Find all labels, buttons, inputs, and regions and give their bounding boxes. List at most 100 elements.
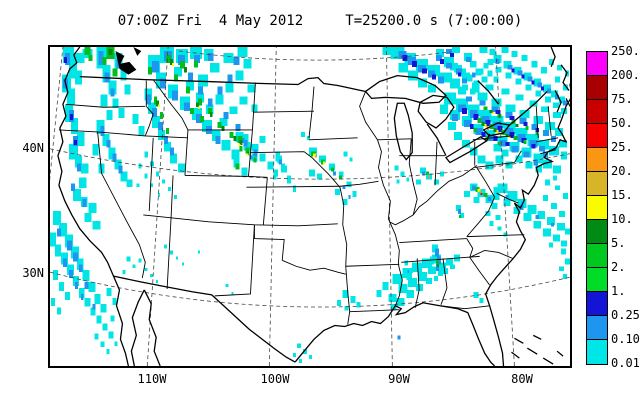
- precip-cell: [110, 315, 115, 322]
- precip-cell: [519, 118, 527, 125]
- precip-cell: [495, 110, 501, 115]
- colorbar-value-label: 75.: [611, 92, 633, 106]
- precip-cell: [483, 193, 488, 198]
- precip-cell: [507, 64, 513, 70]
- precip-cell: [461, 139, 470, 148]
- precip-cell: [68, 58, 77, 79]
- precip-cell: [241, 137, 245, 143]
- state-border-path: [250, 151, 341, 188]
- precip-cell: [529, 100, 538, 107]
- precip-cell: [211, 129, 221, 141]
- state-border-path: [440, 258, 448, 305]
- precip-cell: [207, 52, 214, 61]
- meridian-80w: [495, 47, 515, 366]
- precip-cell: [146, 94, 152, 105]
- precip-cell: [487, 58, 494, 65]
- precip-cell: [422, 68, 428, 74]
- precip-cell: [118, 165, 123, 174]
- precip-cell: [523, 212, 532, 221]
- precip-cell: [493, 187, 500, 194]
- coastline-path: [484, 83, 570, 366]
- precip-cell: [443, 92, 456, 105]
- precip-cell: [418, 272, 428, 282]
- precip-cell: [449, 62, 458, 71]
- precip-cell: [477, 68, 484, 75]
- coastline-path: [393, 102, 413, 161]
- precip-cell: [106, 349, 110, 355]
- coastline-path: [511, 334, 564, 365]
- state-border-path: [58, 129, 188, 139]
- precip-cell: [485, 210, 491, 216]
- precip-cell: [535, 165, 543, 173]
- precip-cell: [469, 147, 478, 156]
- precip-cell: [445, 72, 452, 80]
- precip-cell: [445, 258, 453, 266]
- state-border-path: [65, 103, 146, 108]
- precip-cell: [160, 112, 164, 120]
- precip-cell: [539, 139, 550, 150]
- state-border-path: [262, 177, 268, 225]
- precip-cell: [309, 355, 312, 360]
- meridian-100w: [268, 47, 277, 366]
- meridian-120w: [50, 47, 64, 181]
- precip-cell: [553, 234, 561, 242]
- precip-cell: [126, 256, 131, 262]
- state-border-path: [214, 224, 255, 297]
- precip-cell: [334, 189, 340, 196]
- precip-cell: [390, 303, 397, 310]
- precip-cell: [164, 135, 169, 144]
- precip-cell: [76, 131, 85, 146]
- precip-cell: [438, 262, 446, 271]
- precip-cell: [485, 120, 491, 127]
- precip-cell: [108, 80, 117, 95]
- precip-cell: [453, 131, 462, 140]
- precip-cell: [491, 106, 499, 113]
- state-border-path: [466, 238, 474, 258]
- precip-cell: [473, 127, 477, 132]
- colorbar-value-label: 0.01: [611, 356, 640, 370]
- colorbar-value-label: 200.: [611, 68, 640, 82]
- precip-cell: [90, 307, 96, 316]
- precip-cell: [80, 163, 89, 174]
- precip-cell: [412, 262, 423, 273]
- precip-cell: [195, 114, 202, 124]
- precip-cell: [479, 297, 484, 303]
- precip-cell: [437, 264, 440, 268]
- precip-cell: [513, 135, 518, 140]
- precip-cell: [209, 62, 220, 73]
- precip-cell: [72, 252, 78, 262]
- precip-cell: [539, 145, 546, 152]
- precip-cell: [144, 151, 149, 158]
- precip-cell: [559, 266, 565, 272]
- precip-cell: [82, 199, 87, 207]
- precip-cell: [78, 264, 83, 273]
- precip-cell: [406, 177, 410, 182]
- precip-cell: [495, 58, 500, 64]
- precip-cell: [467, 104, 480, 117]
- precip-cell: [241, 133, 249, 142]
- precip-cell: [523, 122, 528, 127]
- state-border-path: [97, 131, 146, 279]
- precip-cell: [174, 195, 178, 200]
- precip-cell: [531, 80, 535, 85]
- precip-cell: [84, 212, 92, 222]
- precip-cell: [138, 258, 142, 263]
- precip-cell: [471, 72, 476, 78]
- precip-cell: [481, 76, 488, 83]
- precip-cell: [54, 244, 61, 257]
- precip-cell: [434, 179, 440, 185]
- precip-cell: [181, 262, 184, 266]
- precip-cell: [227, 74, 233, 83]
- state-border-path: [143, 214, 338, 227]
- precip-cell: [453, 78, 460, 85]
- precip-cell: [449, 52, 454, 57]
- colorbar-value-label: 1.: [611, 284, 626, 298]
- longitude-label: 100W: [260, 372, 290, 386]
- precip-cell: [70, 183, 75, 192]
- precip-cell: [100, 94, 108, 107]
- precip-cell: [199, 116, 204, 123]
- precip-cell: [185, 86, 190, 94]
- colorbar-value-label: 0.10: [611, 332, 640, 346]
- precip-cell: [416, 284, 424, 291]
- precip-cell: [219, 118, 228, 127]
